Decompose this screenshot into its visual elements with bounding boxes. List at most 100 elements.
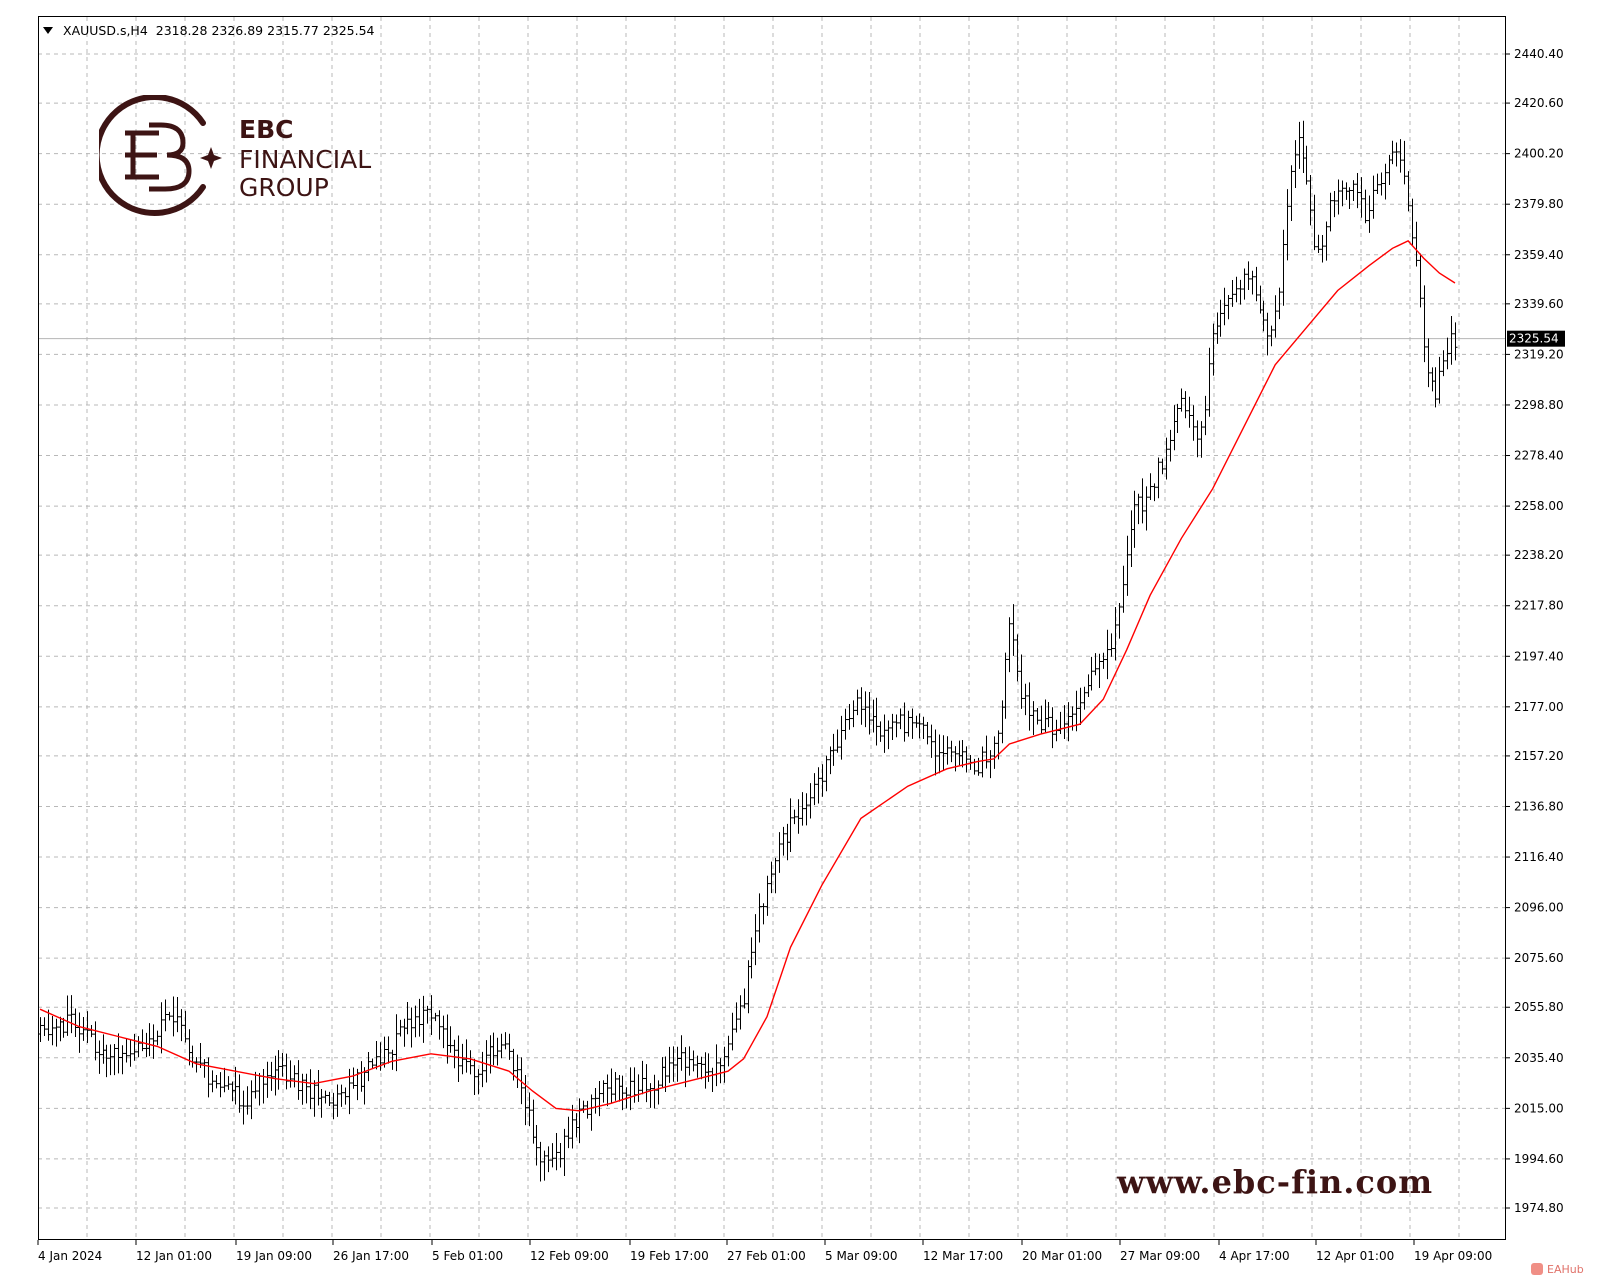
ohlc-bar: [1164, 437, 1169, 480]
ohlc-bar: [226, 1076, 231, 1090]
ohlc-bar: [1089, 656, 1094, 691]
ohlc-bar: [843, 708, 848, 740]
ohlc-bar: [1312, 194, 1317, 251]
ohlc-bar: [1445, 337, 1450, 370]
ohlc-bar: [1390, 140, 1395, 165]
y-tick-label: 2177.00: [1514, 700, 1564, 714]
ohlc-bar: [499, 1033, 504, 1059]
y-tick-label: 2359.40: [1514, 248, 1564, 262]
brand-logo: EBC FINANCIAL GROUP: [93, 94, 429, 225]
x-tick-label: 19 Jan 09:00: [236, 1249, 312, 1263]
ohlc-bar: [151, 1024, 156, 1059]
ohlc-bar: [1308, 174, 1313, 226]
collapse-triangle-icon[interactable]: [43, 27, 53, 34]
ohlc-bar: [753, 914, 758, 966]
ohlc-bar: [1355, 173, 1360, 209]
chart-header: XAUUSD.s,H4 2318.28 2326.89 2315.77 2325…: [63, 23, 375, 38]
ohlc-bar: [671, 1046, 676, 1082]
ohlc-bar: [1304, 145, 1309, 185]
x-tick-label: 20 Mar 01:00: [1022, 1249, 1102, 1263]
ohlc-bar: [448, 1026, 453, 1053]
ohlc-bar: [937, 734, 942, 774]
ohlc-bar: [554, 1132, 559, 1171]
ohlc-bar: [1203, 395, 1208, 436]
ohlc-bar: [73, 1008, 78, 1038]
ohlc-bar: [1328, 192, 1333, 232]
ohlc-bar: [863, 691, 868, 728]
y-tick-label: 2278.40: [1514, 449, 1564, 463]
ohlc-bar: [1402, 140, 1407, 185]
ohlc-bar: [1226, 294, 1231, 320]
ohlc-bar: [81, 1017, 86, 1041]
y-tick-label: 2157.20: [1514, 749, 1564, 763]
ohlc-bar: [562, 1128, 567, 1176]
y-tick-label: 1974.80: [1514, 1201, 1564, 1215]
ohlc-bar: [1336, 179, 1341, 215]
ohlc-bar: [980, 746, 985, 778]
ohlc-bar: [1398, 139, 1403, 173]
ohlc-bar: [894, 714, 899, 738]
ohlc-bar: [757, 893, 762, 943]
ohlc-bar: [132, 1033, 137, 1061]
ohlc-bar: [93, 1021, 98, 1061]
ohlc-bar: [1422, 285, 1427, 363]
ohlc-bar: [1078, 687, 1083, 725]
ohlc-bar: [1222, 287, 1227, 326]
ohlc-bar: [851, 700, 856, 728]
ohlc-bar: [194, 1057, 199, 1073]
ohlc-bar: [1297, 121, 1302, 169]
ohlc-bar: [147, 1023, 152, 1057]
ohlc-bar: [472, 1058, 477, 1096]
ohlc-bar: [1191, 405, 1196, 441]
ohlc-bar: [1175, 403, 1180, 434]
ohlc-bar: [69, 995, 74, 1034]
ohlc-bars: [38, 120, 1458, 1182]
x-tick-label: 4 Jan 2024: [38, 1249, 102, 1263]
eahub-icon: [1531, 1263, 1543, 1275]
x-tick-label: 12 Mar 17:00: [923, 1249, 1003, 1263]
ohlc-bar: [925, 721, 930, 745]
current-price-tag: 2325.54: [1507, 330, 1565, 347]
ohlc-bar: [1015, 634, 1020, 682]
ohlc-bar: [886, 720, 891, 750]
ohlc-bar: [276, 1050, 281, 1090]
y-tick-label: 2258.00: [1514, 499, 1564, 513]
ohlc-bar: [538, 1141, 543, 1182]
ohlc-bar: [1441, 350, 1446, 377]
ohlc-bar: [1109, 633, 1114, 657]
ohlc-bar: [663, 1056, 668, 1093]
ohlc-bar: [874, 697, 879, 746]
ohlc-bar: [988, 750, 993, 779]
ohlc-bar: [1453, 322, 1458, 361]
ohlc-bar: [116, 1033, 121, 1074]
ohlc-bar: [280, 1053, 285, 1077]
ohlc-bar: [327, 1091, 332, 1107]
ohlc-bar: [460, 1043, 465, 1075]
ohlc-bar: [1375, 173, 1380, 194]
ohlc-bar: [1160, 458, 1165, 475]
ohlc-bar: [691, 1050, 696, 1072]
ohlc-bar: [179, 1009, 184, 1042]
ohlc-bar: [104, 1044, 109, 1078]
ohlc-bar: [269, 1061, 274, 1091]
ohlc-bar: [237, 1074, 242, 1113]
ohlc-bar: [507, 1033, 512, 1060]
y-tick-label: 2136.80: [1514, 799, 1564, 813]
ohlc-bar: [679, 1035, 684, 1071]
ohlc-bar: [628, 1067, 633, 1111]
ohlc-bar: [503, 1032, 508, 1050]
y-tick-label: 2217.80: [1514, 599, 1564, 613]
y-tick-label: 2440.40: [1514, 47, 1564, 61]
y-tick-label: 2339.60: [1514, 297, 1564, 311]
ohlc-bar: [765, 875, 770, 916]
ohlc-bar: [855, 689, 860, 716]
ohlc-bar: [61, 1017, 66, 1038]
ohlc-bar: [804, 793, 809, 826]
ohlc-bar: [1125, 535, 1130, 596]
ohlc-bar: [1383, 163, 1388, 200]
logo-line-ebc: EBC: [239, 115, 294, 144]
ohlc-bar: [171, 996, 176, 1037]
x-tick-label: 19 Feb 17:00: [630, 1249, 709, 1263]
